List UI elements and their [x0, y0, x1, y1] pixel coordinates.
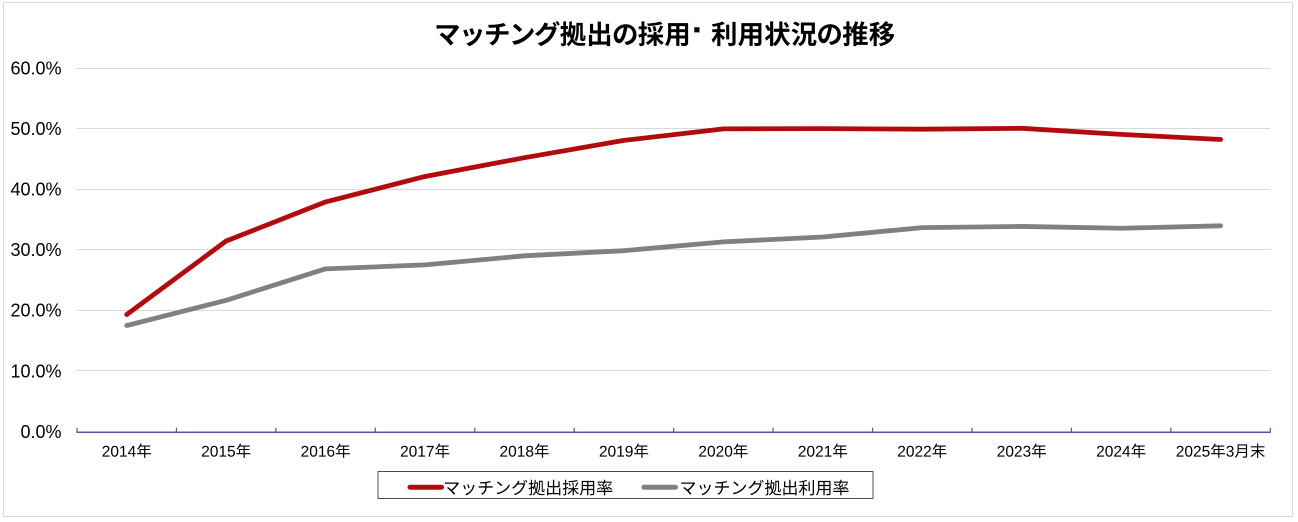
svg-text:60.0%: 60.0% — [10, 58, 61, 78]
svg-text:0.0%: 0.0% — [20, 422, 61, 442]
svg-text:50.0%: 50.0% — [10, 119, 61, 139]
svg-text:30.0%: 30.0% — [10, 240, 61, 260]
svg-text:40.0%: 40.0% — [10, 180, 61, 200]
svg-text:20.0%: 20.0% — [10, 301, 61, 321]
svg-text:10.0%: 10.0% — [10, 361, 61, 381]
